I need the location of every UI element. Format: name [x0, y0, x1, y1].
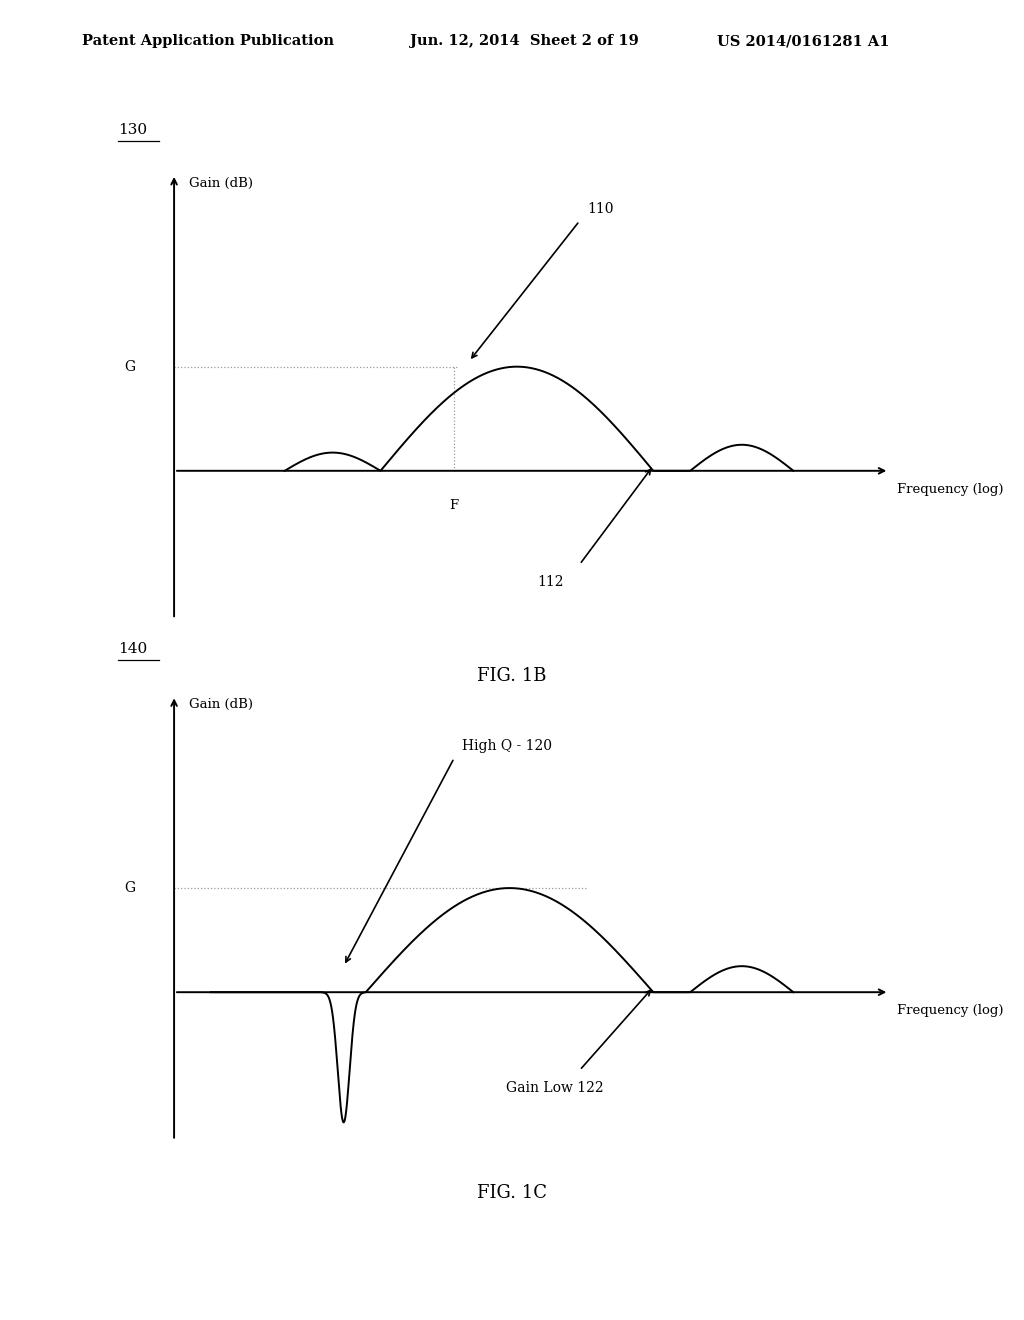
Text: Patent Application Publication: Patent Application Publication	[82, 34, 334, 49]
Text: Gain (dB): Gain (dB)	[188, 698, 253, 711]
Text: 112: 112	[537, 576, 563, 589]
Text: Gain Low 122: Gain Low 122	[506, 1081, 603, 1094]
Text: 140: 140	[118, 642, 147, 656]
Text: High Q - 120: High Q - 120	[462, 739, 552, 752]
Text: FIG. 1B: FIG. 1B	[477, 667, 547, 685]
Text: FIG. 1C: FIG. 1C	[477, 1184, 547, 1203]
Text: Gain (dB): Gain (dB)	[188, 177, 253, 190]
Text: G: G	[124, 359, 135, 374]
Text: Frequency (log): Frequency (log)	[897, 483, 1004, 496]
Text: 130: 130	[118, 123, 146, 137]
Text: F: F	[450, 499, 459, 512]
Text: US 2014/0161281 A1: US 2014/0161281 A1	[717, 34, 889, 49]
Text: G: G	[124, 880, 135, 895]
Text: Frequency (log): Frequency (log)	[897, 1005, 1004, 1018]
Text: 110: 110	[587, 202, 613, 215]
Text: Jun. 12, 2014  Sheet 2 of 19: Jun. 12, 2014 Sheet 2 of 19	[410, 34, 638, 49]
